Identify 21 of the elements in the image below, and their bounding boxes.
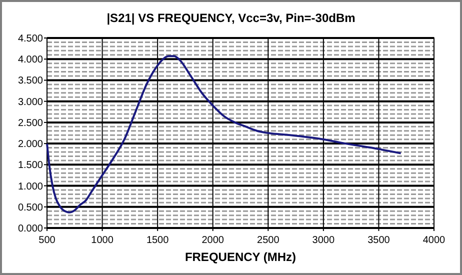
y-tick-label: 1.000 xyxy=(18,181,44,192)
x-tick-label: 1000 xyxy=(91,235,114,246)
y-tick-label: 2.500 xyxy=(18,118,44,129)
x-tick-label: 2000 xyxy=(202,235,224,246)
x-tick-label: 3500 xyxy=(368,235,390,246)
x-tick-label: 1500 xyxy=(146,235,170,246)
y-tick-label: 0.000 xyxy=(18,224,44,234)
line-series xyxy=(46,55,402,214)
x-tick-label: 3000 xyxy=(312,235,335,246)
y-tick-label: 4.000 xyxy=(18,54,44,66)
chart-title: |S21| VS FREQUENCY, Vcc=3v, Pin=-30dBm xyxy=(106,11,356,25)
y-tick-label: 2.000 xyxy=(18,139,44,150)
y-tick-label: 3.000 xyxy=(18,96,44,108)
x-axis-title: FREQUENCY (MHz) xyxy=(184,250,296,264)
y-tick-label: 1.500 xyxy=(18,160,44,172)
x-tick-label: 500 xyxy=(38,235,56,246)
y-tick-label: 4.500 xyxy=(18,34,44,44)
x-tick-label: 4000 xyxy=(422,235,446,246)
y-tick-label: 0.500 xyxy=(18,202,44,214)
x-tick-label: 2500 xyxy=(257,235,280,246)
y-tick-label: 3.500 xyxy=(18,76,44,87)
